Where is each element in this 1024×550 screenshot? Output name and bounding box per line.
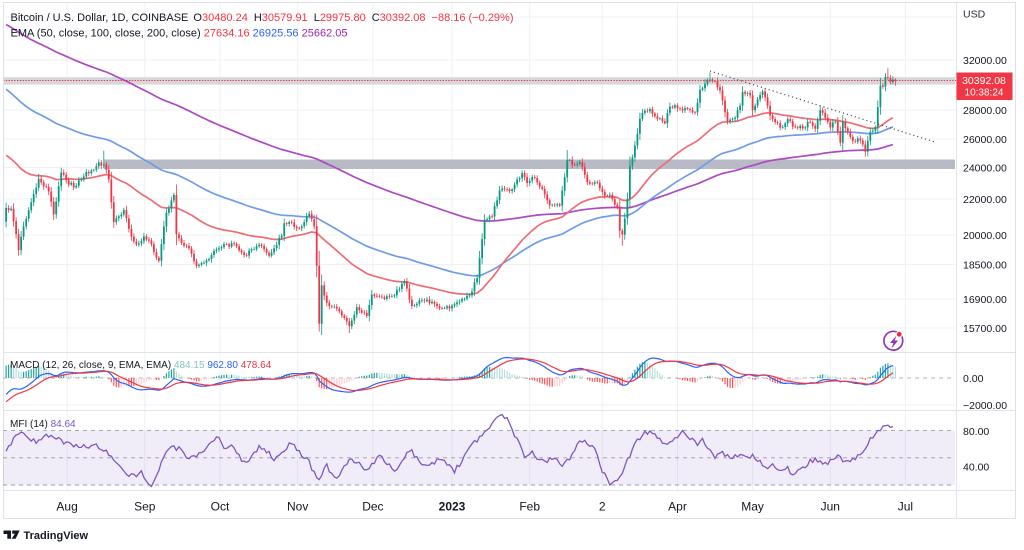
- svg-text:80.00: 80.00: [963, 426, 989, 438]
- svg-text:26000.00: 26000.00: [963, 134, 1007, 146]
- svg-text:USD: USD: [963, 9, 986, 21]
- svg-text:Oct: Oct: [211, 500, 230, 514]
- svg-text:Bitcoin / U.S. Dollar, 1D, COI: Bitcoin / U.S. Dollar, 1D, COINBASE O3048…: [11, 12, 514, 24]
- svg-text:Nov: Nov: [287, 500, 308, 514]
- svg-text:24000.00: 24000.00: [963, 163, 1007, 175]
- svg-text:28000.00: 28000.00: [963, 105, 1007, 117]
- svg-text:2023: 2023: [439, 500, 466, 514]
- svg-text:Aug: Aug: [56, 500, 77, 514]
- svg-text:MACD (12, 26, close, 9, EMA, E: MACD (12, 26, close, 9, EMA, EMA) 484.15…: [10, 360, 272, 371]
- svg-text:Apr: Apr: [668, 500, 687, 514]
- svg-text:Jun: Jun: [821, 500, 840, 514]
- svg-text:15700.00: 15700.00: [963, 323, 1007, 335]
- svg-text:TradingView: TradingView: [24, 530, 89, 542]
- svg-text:10:38:24: 10:38:24: [965, 88, 1004, 99]
- svg-text:Jul: Jul: [898, 500, 913, 514]
- svg-text:Feb: Feb: [519, 500, 540, 514]
- svg-text:2: 2: [599, 500, 606, 514]
- svg-text:16900.00: 16900.00: [963, 294, 1007, 306]
- svg-text:May: May: [741, 500, 764, 514]
- svg-text:30392.08: 30392.08: [962, 75, 1006, 87]
- svg-text:20000.00: 20000.00: [963, 230, 1007, 242]
- svg-text:40.00: 40.00: [963, 462, 989, 474]
- svg-text:EMA (50, close, 100, close, 20: EMA (50, close, 100, close, 200, close) …: [11, 28, 348, 40]
- svg-text:Sep: Sep: [134, 500, 156, 514]
- svg-text:0.00: 0.00: [963, 373, 984, 385]
- svg-text:18500.00: 18500.00: [963, 260, 1007, 272]
- svg-text:Dec: Dec: [362, 500, 383, 514]
- svg-text:22000.00: 22000.00: [963, 194, 1007, 206]
- svg-text:MFI (14) 84.64: MFI (14) 84.64: [10, 419, 76, 430]
- svg-text:−2000.00: −2000.00: [963, 400, 1007, 412]
- svg-text:32000.00: 32000.00: [963, 55, 1007, 67]
